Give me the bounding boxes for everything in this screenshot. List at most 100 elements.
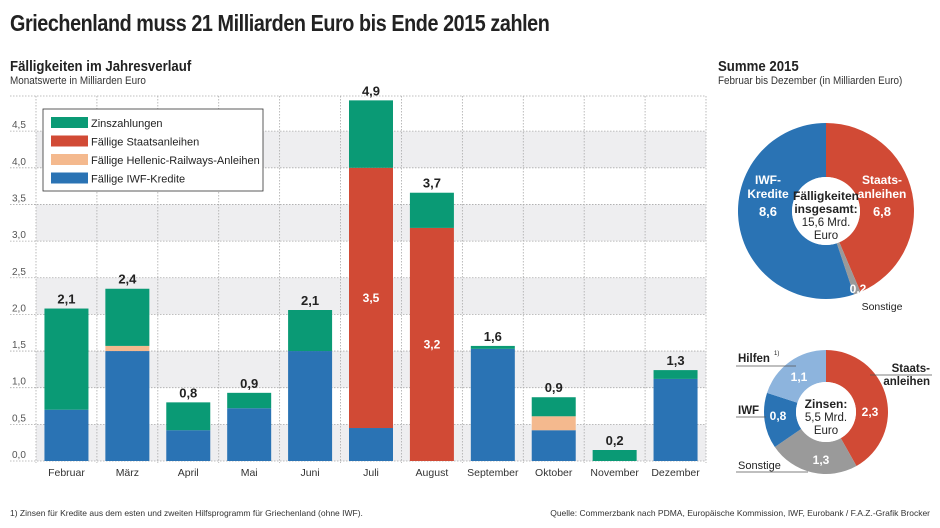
pie-value: 1,1 (791, 370, 808, 384)
legend-swatch (51, 154, 88, 165)
bar-chart: 0,0 0,5 1,0 1,5 2,0 2,5 3,0 3,5 4,0 4,5 2,1 Februar… (10, 83, 707, 479)
total-label: 1,6 (484, 329, 502, 344)
pie-slice (767, 350, 826, 403)
y-tick-label: 1,0 (12, 377, 26, 388)
bar-segment (288, 351, 333, 461)
legend-label: Zinszahlungen (91, 118, 163, 130)
pie-label: Staats- (892, 363, 931, 375)
total-label: 2,1 (57, 292, 75, 307)
bar-segment (288, 310, 333, 352)
pie-label: Sonstige (862, 301, 903, 313)
y-tick-label: 2,0 (12, 303, 26, 314)
pie-value: 2,3 (862, 405, 879, 419)
pie-label: anleihen (858, 187, 907, 201)
x-tick-label: November (590, 467, 639, 479)
y-tick-label: 2,5 (12, 267, 26, 278)
bar-segment (349, 100, 393, 168)
total-label: 2,1 (301, 293, 319, 308)
pie-hole (796, 382, 856, 442)
bar-segment (531, 416, 576, 431)
footnote-mark: 1) (774, 351, 779, 357)
bar-chart-title: Fälligkeiten im Jahresverlauf (10, 58, 192, 75)
footnote: 1) Zinsen für Kredite aus dem esten und … (10, 508, 363, 518)
pie-label: Staats- (862, 173, 902, 187)
page-title: Griechenland muss 21 Milliarden Euro bis… (10, 10, 550, 36)
pie-value: 0,8 (770, 409, 787, 423)
pie-slice (826, 123, 914, 292)
pie-label: Sonstige (738, 460, 781, 472)
pie-label: Kredite (747, 187, 789, 201)
total-label: 0,9 (545, 380, 563, 395)
pie-value: 8,6 (759, 204, 777, 219)
center-label: Fälligkeiten (793, 189, 859, 203)
bar-segment (409, 192, 454, 228)
bar-segment (592, 450, 637, 461)
total-label: 0,2 (606, 433, 624, 448)
pie-value: 0,2 (850, 282, 867, 296)
x-tick-label: September (467, 467, 519, 479)
x-tick-label: März (116, 467, 139, 479)
y-tick-label: 4,0 (12, 157, 26, 168)
bar-segment (166, 402, 211, 431)
pie-slice (836, 242, 861, 295)
total-label: 0,8 (179, 385, 197, 400)
center-label: Euro (814, 230, 838, 242)
center-label: 5,5 Mrd. (805, 412, 847, 424)
legend-label: Fällige IWF-Kredite (91, 174, 185, 186)
total-label: 2,4 (118, 272, 137, 287)
pie-slice (764, 392, 802, 447)
bar-segment (105, 351, 150, 461)
bar-segment (349, 167, 393, 429)
y-tick-label: 0,0 (12, 450, 26, 461)
bar-segment (44, 409, 89, 461)
bar-segment (349, 428, 393, 461)
pie-chart-title: Summe 2015 (718, 58, 799, 75)
pie-value: 1,3 (813, 453, 830, 467)
legend-label: Fällige Hellenic-Railways-Anleihen (91, 155, 260, 167)
x-tick-label: Juli (363, 467, 379, 479)
bar-segment (470, 345, 515, 349)
pie-label: Hilfen (738, 353, 770, 365)
pie-hole (792, 177, 860, 245)
legend-label: Fällige Staatsanleihen (91, 137, 199, 149)
total-label: 1,3 (667, 353, 685, 368)
source: Quelle: Commerzbank nach PDMA, Europäisc… (550, 508, 930, 518)
bar-segment (105, 288, 150, 346)
x-tick-label: Februar (48, 467, 85, 479)
bar-segment (105, 345, 150, 352)
x-tick-label: Dezember (651, 467, 700, 479)
y-tick-label: 3,0 (12, 230, 26, 241)
y-tick-label: 4,5 (12, 120, 26, 131)
x-tick-label: Juni (300, 467, 319, 479)
center-label: 15,6 Mrd. (802, 217, 851, 229)
legend-swatch (51, 117, 88, 128)
pie-slice (826, 350, 888, 466)
bar-segment (531, 397, 576, 417)
bar-segment (44, 308, 89, 410)
center-label: insgesamt: (794, 202, 857, 216)
x-tick-label: Oktober (535, 467, 573, 479)
segment-label: 3,2 (424, 337, 441, 351)
segment-label: 3,5 (363, 291, 380, 305)
bar-segment (470, 348, 515, 461)
bar-segment (653, 370, 698, 379)
pie-chart-subtitle: Februar bis Dezember (in Milliarden Euro… (718, 75, 903, 87)
pie-value: 6,8 (873, 204, 891, 219)
bar-chart-subtitle: Monatswerte in Milliarden Euro (10, 75, 146, 87)
bar-segment (531, 430, 576, 461)
total-label: 3,7 (423, 176, 441, 191)
center-label: Zinsen: (805, 397, 848, 411)
total-label: 4,9 (362, 83, 380, 98)
y-tick-label: 1,5 (12, 340, 26, 351)
pie-slice (774, 428, 857, 475)
bar-segment (227, 408, 272, 461)
y-tick-label: 0,5 (12, 413, 26, 424)
total-label: 0,9 (240, 376, 258, 391)
pie-label: IWF (738, 405, 759, 417)
bar-segment (227, 392, 272, 409)
pie-label: anleihen (883, 376, 930, 388)
bar-segment (166, 430, 211, 461)
legend-swatch (51, 172, 88, 184)
bar-segment (653, 378, 698, 461)
pie-slice (738, 123, 854, 299)
